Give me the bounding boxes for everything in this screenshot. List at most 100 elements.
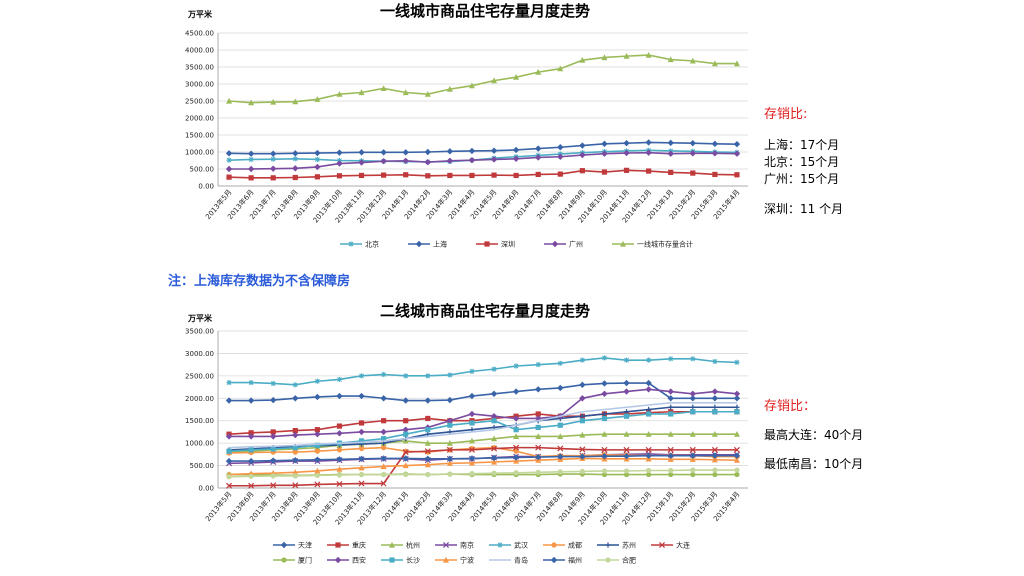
data-point [579, 357, 585, 363]
legend-marker [443, 556, 449, 563]
data-point [579, 453, 586, 460]
data-point [579, 381, 586, 389]
data-point [292, 98, 299, 105]
data-point [402, 89, 409, 96]
data-point [292, 449, 298, 455]
data-point [336, 160, 343, 167]
legend-item: 福州 [543, 556, 582, 565]
legend-label: 西安 [352, 556, 366, 565]
data-point [646, 471, 652, 478]
data-point [358, 471, 365, 478]
data-point [402, 426, 409, 433]
y-tick-label: 1500.00 [185, 132, 214, 140]
data-point [336, 392, 343, 400]
data-point [557, 360, 563, 366]
data-point [380, 428, 387, 436]
data-point [225, 397, 233, 404]
data-point [601, 446, 608, 453]
data-point [623, 446, 630, 453]
data-point [358, 455, 365, 463]
data-point [336, 91, 343, 97]
data-point [446, 460, 453, 466]
data-point [734, 471, 740, 478]
legend-label: 深圳 [501, 240, 515, 249]
data-point [358, 420, 365, 426]
data-point [646, 357, 652, 363]
legend-item: 长沙 [381, 556, 420, 565]
data-point [557, 422, 563, 428]
data-point [734, 467, 740, 473]
y-tick-label: 2000.00 [185, 395, 214, 403]
data-point [689, 57, 696, 64]
ratio-line-highest: 最高大连：40个月 [764, 428, 864, 442]
legend-marker [497, 542, 503, 548]
data-point [711, 60, 718, 67]
data-point [557, 171, 563, 177]
data-point [711, 150, 719, 157]
data-point [579, 413, 585, 419]
legend-label: 杭州 [406, 541, 420, 550]
data-point [645, 446, 652, 453]
data-point [380, 149, 387, 156]
legend-label: 青岛 [514, 556, 528, 565]
legend-item: 深圳 [476, 240, 515, 249]
data-point [623, 139, 630, 147]
data-point [248, 447, 254, 453]
legend-label: 长沙 [406, 556, 420, 565]
data-point [270, 175, 276, 181]
series-line [229, 457, 737, 476]
data-point [270, 482, 277, 489]
data-point [668, 471, 674, 478]
data-point [535, 433, 542, 440]
series-line [229, 446, 737, 487]
y-tick-label: 0.00 [198, 485, 214, 493]
data-point [270, 165, 277, 172]
data-point [314, 156, 320, 163]
data-point [225, 433, 233, 440]
data-point [270, 433, 277, 440]
data-point [358, 159, 365, 166]
data-point [690, 467, 696, 473]
data-point [668, 411, 674, 417]
data-point [513, 457, 520, 464]
data-point [689, 139, 696, 147]
data-point [579, 142, 586, 149]
data-point [668, 169, 674, 175]
data-point [645, 139, 652, 146]
legend-item: 大连 [651, 541, 690, 550]
data-point [270, 457, 277, 464]
data-point [712, 471, 718, 478]
data-point [403, 418, 409, 424]
y-tick-label: 1500.00 [185, 417, 214, 425]
data-point [468, 156, 476, 164]
data-point [292, 456, 299, 464]
legend-item: 杭州 [381, 541, 420, 550]
data-point [402, 455, 409, 462]
data-point [270, 446, 276, 452]
data-point [292, 482, 299, 489]
legend-label: 天津 [298, 542, 312, 550]
data-point [623, 413, 630, 419]
data-point [667, 452, 674, 459]
legend-label: 一线城市存量合计 [637, 240, 693, 249]
legend-item: 北京 [340, 240, 379, 249]
data-point [358, 428, 365, 436]
legend-item: 青岛 [489, 556, 528, 565]
data-point [490, 413, 498, 420]
data-point [535, 424, 541, 431]
data-point [557, 445, 564, 452]
data-point [402, 462, 409, 469]
y-tick-label: 2000.00 [185, 115, 214, 123]
data-point [646, 406, 652, 413]
data-point [733, 395, 741, 402]
data-point [469, 471, 475, 477]
data-point [469, 172, 475, 179]
data-point [270, 473, 276, 479]
data-point [248, 175, 254, 181]
data-point [292, 445, 298, 451]
data-point [601, 471, 608, 478]
data-point [380, 463, 387, 470]
legend: 北京 上海 深圳 广州 一线城市存量合计 [340, 240, 693, 249]
data-point [358, 480, 365, 487]
